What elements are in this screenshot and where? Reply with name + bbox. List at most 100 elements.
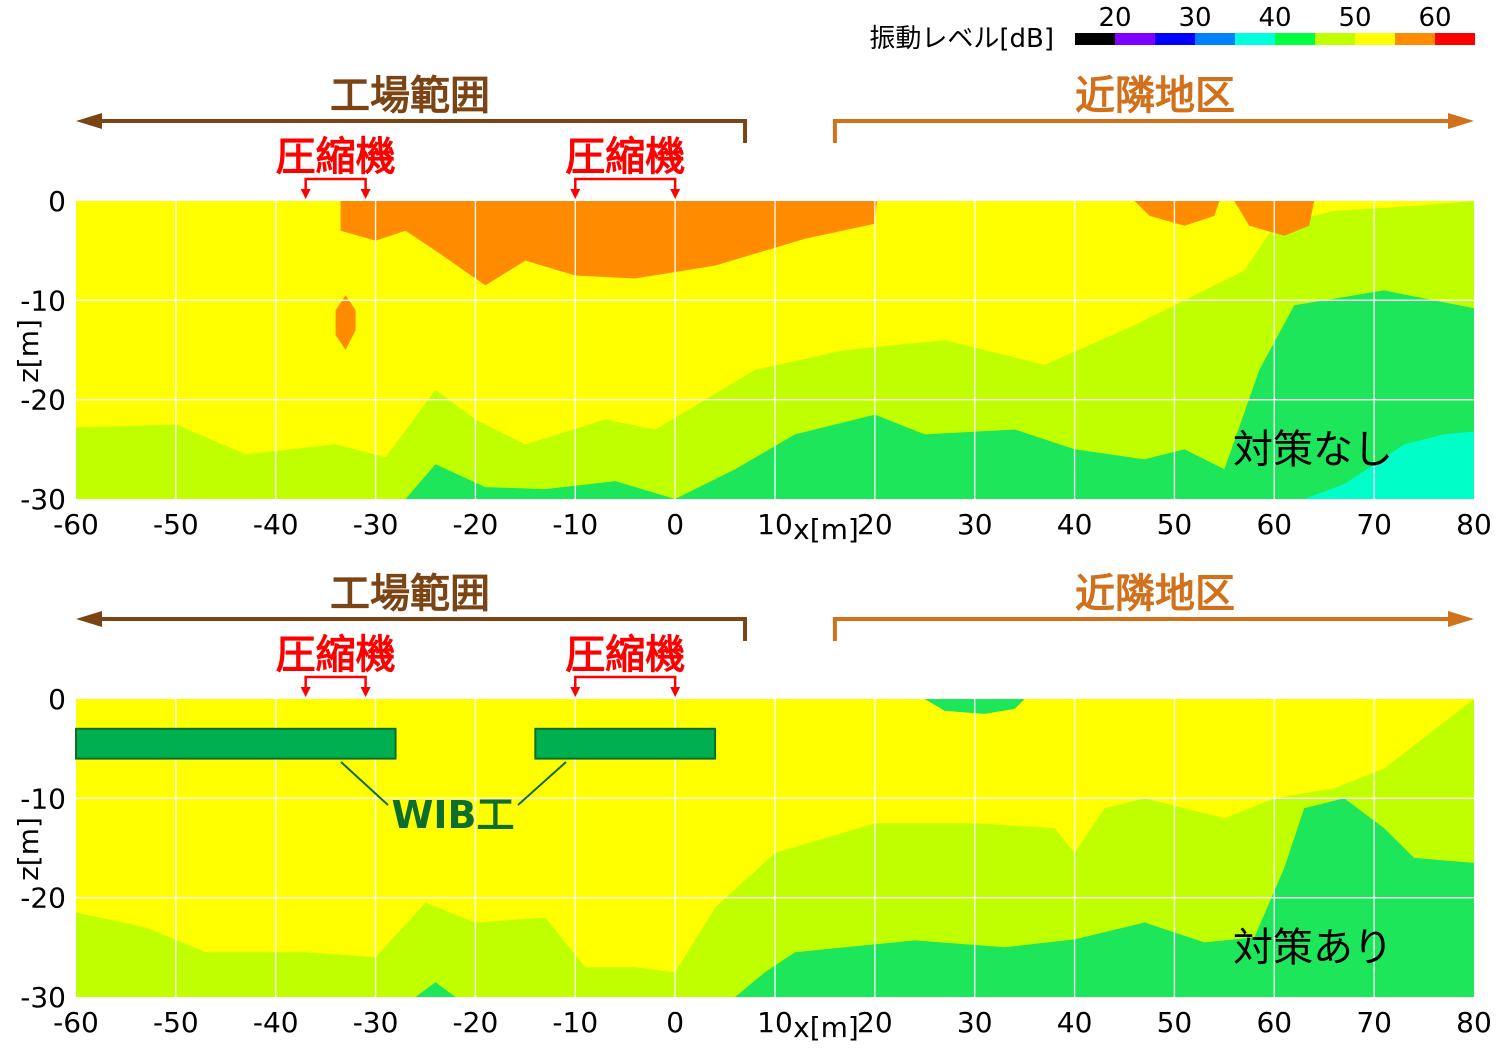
legend-swatch bbox=[1075, 33, 1115, 45]
x-tick-label: -60 bbox=[53, 1006, 99, 1039]
legend-swatch bbox=[1315, 33, 1355, 45]
legend-swatch bbox=[1355, 33, 1395, 45]
wib-label: WIB工 bbox=[391, 793, 514, 837]
neighbor-area-arrowhead bbox=[1448, 113, 1474, 129]
factory-range-arrowhead bbox=[76, 113, 102, 129]
x-tick-label: 10 bbox=[757, 508, 793, 541]
contour-region-55db bbox=[335, 295, 356, 350]
legend-tick-label: 30 bbox=[1178, 3, 1211, 33]
x-tick-label: 70 bbox=[1356, 508, 1392, 541]
y-tick-label: -30 bbox=[20, 981, 66, 1014]
y-axis-label: z[m] bbox=[12, 817, 45, 881]
x-tick-label: 0 bbox=[666, 508, 684, 541]
contour-region-55db bbox=[340, 201, 877, 286]
contour-panel-2: -60 -50 -40 -30 -20 -10 0 10 20 30 40 50 60 70 80 0 -10 -… bbox=[12, 571, 1492, 1044]
compressor-label: 圧縮機 bbox=[276, 632, 396, 678]
contour-panel-1: -60 -50 -40 -30 -20 -10 0 10 20 30 40 50 60 70 80 0 -10 -… bbox=[12, 73, 1492, 546]
contour-region-35db bbox=[1304, 431, 1474, 499]
legend-swatch bbox=[1195, 33, 1235, 45]
wib-leader-line bbox=[340, 761, 389, 806]
x-tick-label: 60 bbox=[1256, 1006, 1292, 1039]
y-tick-label: -30 bbox=[20, 483, 66, 516]
x-tick-label: 20 bbox=[857, 1006, 893, 1039]
legend-swatch bbox=[1115, 33, 1155, 45]
x-tick-label: 30 bbox=[957, 508, 993, 541]
x-tick-label: -20 bbox=[453, 1006, 499, 1039]
x-tick-label: 20 bbox=[857, 508, 893, 541]
y-tick-label: 0 bbox=[48, 683, 66, 716]
x-tick-label: 30 bbox=[957, 1006, 993, 1039]
x-tick-label: -20 bbox=[453, 508, 499, 541]
compressor-arrowhead bbox=[570, 189, 581, 199]
x-tick-label: -60 bbox=[53, 508, 99, 541]
contour-region-40db bbox=[415, 798, 1474, 997]
x-axis-label: x[m] bbox=[793, 1011, 859, 1044]
contour-region-50db bbox=[625, 699, 865, 719]
y-tick-label: 0 bbox=[48, 185, 66, 218]
neighbor-area-label: 近隣地区 bbox=[1075, 73, 1235, 119]
compressor-bracket bbox=[574, 675, 677, 689]
x-tick-label: 0 bbox=[666, 1006, 684, 1039]
x-axis-label: x[m] bbox=[793, 513, 859, 546]
compressor-label: 圧縮機 bbox=[565, 632, 685, 678]
legend-tick-label: 20 bbox=[1098, 3, 1131, 33]
contour-region-55db bbox=[1134, 201, 1220, 226]
x-tick-label: 80 bbox=[1456, 1006, 1492, 1039]
x-tick-label: 40 bbox=[1057, 508, 1093, 541]
x-tick-label: -40 bbox=[253, 508, 299, 541]
contour-region-45db bbox=[76, 699, 1474, 997]
y-tick-label: -20 bbox=[20, 882, 66, 915]
compressor-arrowhead bbox=[360, 189, 371, 199]
plot-area bbox=[76, 201, 1474, 499]
case-label: 対策あり bbox=[1233, 925, 1393, 971]
x-tick-label: -30 bbox=[353, 1006, 399, 1039]
legend-title: 振動レベル[dB] bbox=[869, 24, 1054, 54]
x-tick-label: 50 bbox=[1157, 508, 1193, 541]
contour-region-50db bbox=[625, 738, 736, 888]
y-axis-label: z[m] bbox=[12, 319, 45, 383]
wib-barrier bbox=[75, 727, 397, 760]
x-tick-label: -10 bbox=[552, 1006, 598, 1039]
neighbor-area-arrowhead bbox=[1448, 611, 1474, 627]
legend-swatch bbox=[1235, 33, 1275, 45]
wib-barrier bbox=[534, 727, 717, 760]
contour-region-45db bbox=[76, 201, 1474, 499]
y-tick-label: -10 bbox=[20, 782, 66, 815]
legend-tick-label: 50 bbox=[1338, 3, 1371, 33]
y-tick-label: -10 bbox=[20, 284, 66, 317]
compressor-arrowhead bbox=[360, 687, 371, 697]
contour-region-50db bbox=[1154, 699, 1305, 729]
neighbor-area-label: 近隣地区 bbox=[1075, 571, 1235, 617]
plot-area bbox=[76, 699, 1474, 997]
compressor-arrowhead bbox=[300, 189, 311, 199]
x-tick-label: -50 bbox=[153, 1006, 199, 1039]
x-tick-label: 40 bbox=[1057, 1006, 1093, 1039]
legend-swatch bbox=[1275, 33, 1315, 45]
compressor-arrowhead bbox=[670, 687, 681, 697]
x-tick-label: 60 bbox=[1256, 508, 1292, 541]
legend-tick-label: 40 bbox=[1258, 3, 1291, 33]
factory-range-arrowhead bbox=[76, 611, 102, 627]
x-tick-label: 50 bbox=[1157, 1006, 1193, 1039]
compressor-label: 圧縮機 bbox=[276, 134, 396, 180]
compressor-bracket bbox=[304, 177, 367, 191]
compressor-arrowhead bbox=[670, 189, 681, 199]
compressor-label: 圧縮機 bbox=[565, 134, 685, 180]
x-tick-label: 10 bbox=[757, 1006, 793, 1039]
x-tick-label: -40 bbox=[253, 1006, 299, 1039]
compressor-arrowhead bbox=[570, 687, 581, 697]
compressor-bracket bbox=[304, 675, 367, 689]
compressor-bracket bbox=[574, 177, 677, 191]
x-tick-label: 70 bbox=[1356, 1006, 1392, 1039]
compressor-arrowhead bbox=[300, 687, 311, 697]
legend-swatch bbox=[1435, 33, 1475, 45]
factory-range-label: 工場範囲 bbox=[330, 73, 490, 119]
x-tick-label: -10 bbox=[552, 508, 598, 541]
legend-tick-label: 60 bbox=[1418, 3, 1451, 33]
legend-swatch bbox=[1395, 33, 1435, 45]
x-tick-label: -50 bbox=[153, 508, 199, 541]
x-tick-label: 80 bbox=[1456, 508, 1492, 541]
case-label: 対策なし bbox=[1233, 427, 1393, 473]
wib-leader-line bbox=[517, 761, 567, 806]
